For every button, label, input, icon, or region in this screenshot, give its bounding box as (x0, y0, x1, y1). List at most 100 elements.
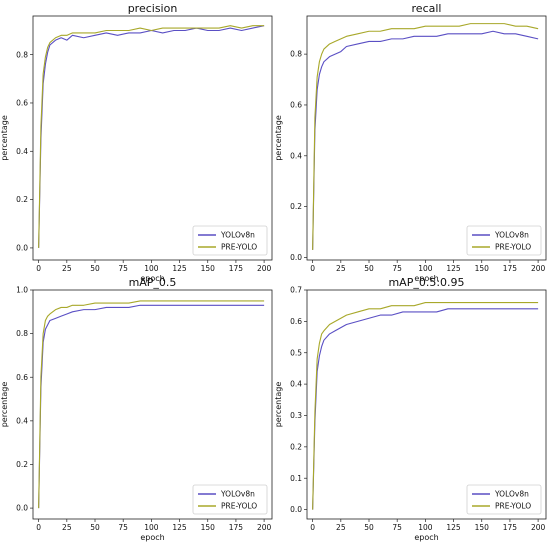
x-tick-label: 25 (336, 264, 346, 273)
x-tick-label: 200 (257, 523, 272, 532)
axes-frame (306, 289, 547, 520)
axes-frame (32, 289, 273, 520)
series-line-pre_yolo (312, 23, 539, 250)
legend-label: PRE-YOLO (221, 243, 257, 252)
series-line-pre_yolo (312, 301, 539, 510)
x-tick-label: 25 (62, 264, 72, 273)
series-line-yolov8n (38, 25, 265, 248)
legend-label: YOLOv8n (220, 490, 255, 499)
series-line-pre_yolo (38, 25, 265, 248)
x-tick-label: 200 (531, 523, 546, 532)
x-tick-label: 25 (336, 523, 346, 532)
x-tick-label: 0 (36, 264, 41, 273)
y-tick-label: 0.0 (290, 253, 302, 262)
x-tick-label: 50 (90, 264, 100, 273)
x-tick-label: 50 (364, 264, 374, 273)
x-tick-label: 100 (418, 523, 433, 532)
x-tick-label: 200 (531, 264, 546, 273)
legend-label: YOLOv8n (494, 231, 529, 240)
y-tick-label: 0.4 (290, 151, 302, 160)
x-tick-label: 175 (229, 264, 244, 273)
chart-title: recall (412, 2, 442, 15)
legend-box (466, 225, 542, 256)
x-tick-label: 75 (118, 264, 128, 273)
x-tick-label: 125 (446, 523, 461, 532)
chart-panel: mAP_0.5:0.95 0 25 50 75 100 125 150 175 200 0.0 0.1… (274, 276, 547, 542)
y-tick-label: 0.0 (290, 505, 302, 514)
chart-title: mAP_0.5 (129, 276, 177, 289)
axes-frame (306, 15, 547, 261)
y-tick-label: 0.1 (290, 474, 302, 483)
y-tick-label: 0.8 (16, 329, 28, 338)
y-tick-label: 0.4 (16, 416, 28, 425)
legend-label: YOLOv8n (220, 231, 255, 240)
x-tick-label: 0 (310, 264, 315, 273)
y-tick-label: 0.6 (290, 101, 302, 110)
axes-frame (32, 15, 273, 261)
legend-box (192, 225, 268, 256)
x-tick-label: 150 (201, 264, 216, 273)
y-tick-label: 0.8 (290, 50, 302, 59)
x-tick-label: 75 (118, 523, 128, 532)
y-tick-label: 0.2 (16, 195, 28, 204)
y-tick-label: 0.4 (16, 147, 28, 156)
y-tick-label: 0.3 (290, 411, 302, 420)
x-tick-label: 175 (503, 523, 518, 532)
y-axis-label: percentage (0, 382, 9, 428)
x-axis-label: epoch (414, 533, 438, 542)
legend-label: PRE-YOLO (221, 502, 257, 511)
chart-panel: mAP_0.5 0 25 50 75 100 125 150 175 200 0.0 0.2 0.4 0.… (0, 276, 273, 542)
chart-panel: precision 0 25 50 75 100 125 150 175 200 0.0 0.2 0.4… (0, 2, 273, 283)
x-tick-label: 25 (62, 523, 72, 532)
legend: YOLOv8n PRE-YOLO (466, 484, 542, 515)
x-tick-label: 50 (90, 523, 100, 532)
y-tick-label: 0.5 (290, 348, 302, 357)
y-tick-label: 0.6 (290, 317, 302, 326)
x-axis-label: epoch (140, 274, 164, 283)
legend: YOLOv8n PRE-YOLO (466, 225, 542, 256)
x-tick-label: 100 (144, 264, 159, 273)
y-tick-label: 0.2 (16, 460, 28, 469)
chart-panel: recall 0 25 50 75 100 125 150 175 200 0.0 0.2 0.4 0.6… (274, 2, 547, 283)
y-axis-label: percentage (0, 115, 9, 161)
x-tick-label: 150 (201, 523, 216, 532)
legend-label: PRE-YOLO (495, 243, 531, 252)
x-tick-label: 75 (392, 264, 402, 273)
y-tick-label: 0.6 (16, 373, 28, 382)
legend-box (192, 484, 268, 515)
series-line-yolov8n (38, 304, 265, 509)
y-tick-label: 0.2 (290, 442, 302, 451)
chart-title: precision (128, 2, 178, 15)
x-tick-label: 175 (229, 523, 244, 532)
x-tick-label: 100 (418, 264, 433, 273)
x-tick-label: 125 (172, 264, 187, 273)
series-line-pre_yolo (38, 300, 265, 509)
series-line-yolov8n (312, 30, 539, 250)
x-tick-label: 75 (392, 523, 402, 532)
y-axis-label: percentage (274, 115, 283, 161)
legend-label: YOLOv8n (494, 490, 529, 499)
x-tick-label: 175 (503, 264, 518, 273)
x-axis-label: epoch (140, 533, 164, 542)
x-tick-label: 125 (446, 264, 461, 273)
y-tick-label: 0.6 (16, 99, 28, 108)
legend: YOLOv8n PRE-YOLO (192, 225, 268, 256)
chart-title: mAP_0.5:0.95 (388, 276, 464, 289)
x-tick-label: 50 (364, 523, 374, 532)
y-tick-label: 0.0 (16, 244, 28, 253)
series-line-yolov8n (312, 308, 539, 510)
x-axis-label: epoch (414, 274, 438, 283)
legend: YOLOv8n PRE-YOLO (192, 484, 268, 515)
y-tick-label: 1.0 (16, 286, 28, 295)
x-tick-label: 100 (144, 523, 159, 532)
legend-label: PRE-YOLO (495, 502, 531, 511)
x-tick-label: 150 (475, 523, 490, 532)
x-tick-label: 0 (310, 523, 315, 532)
legend-box (466, 484, 542, 515)
y-axis-label: percentage (274, 382, 283, 428)
x-tick-label: 200 (257, 264, 272, 273)
y-tick-label: 0.4 (290, 380, 302, 389)
y-tick-label: 0.7 (290, 286, 302, 295)
y-tick-label: 0.2 (290, 202, 302, 211)
